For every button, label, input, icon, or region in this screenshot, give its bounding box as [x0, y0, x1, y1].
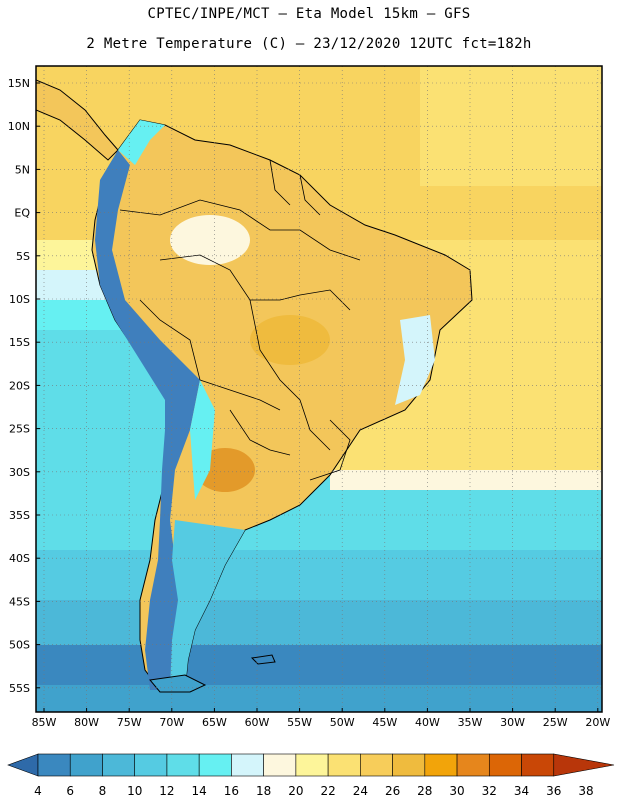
country-borders [119, 159, 361, 481]
map-area [36, 66, 602, 712]
colorbar-swatch [166, 753, 200, 777]
colorbar-label: 10 [127, 784, 142, 798]
map-subtitle: 2 Metre Temperature (C) – 23/12/2020 12U… [86, 36, 532, 52]
colorbar-label: 20 [288, 784, 303, 798]
ocean-band-south-14 [36, 490, 602, 550]
colorbar-min-arrow [7, 753, 39, 777]
lat-label: 40S [9, 552, 30, 565]
lon-label: 50W [330, 716, 355, 729]
falkland-islands [250, 654, 276, 665]
colorbar-label: 4 [34, 784, 42, 798]
colorbar-swatch [424, 753, 458, 777]
colorbar-swatch [263, 753, 297, 777]
patagonia [170, 520, 245, 690]
colorbar-swatch [231, 753, 264, 777]
colorbar-swatch [488, 753, 522, 777]
hot-zone-center [250, 315, 330, 365]
lat-label: 10N [8, 120, 30, 133]
lat-label: 5N [15, 163, 30, 176]
colorbar-label: 8 [99, 784, 107, 798]
lat-label: 50S [9, 639, 30, 652]
colorbar-swatch [295, 753, 329, 777]
colorbar-label: 38 [578, 784, 593, 798]
colorbar-label: 16 [224, 784, 239, 798]
colorbar: 4 6 8 10 12 14 16 18 20 22 24 26 28 30 32 34 36 38 [7, 753, 615, 798]
lon-label: 45W [372, 716, 397, 729]
cool-zone-amazon [170, 215, 250, 265]
colorbar-label: 32 [482, 784, 497, 798]
colorbar-label: 34 [514, 784, 529, 798]
central-america [36, 79, 119, 161]
lat-label: 35S [9, 509, 30, 522]
latitude-labels: 15N 10N 5N EQ 5S 10S 15S 20S 25S 30S 35S 40S 45S 50S 5… [8, 77, 40, 695]
ocean-band-north-east [420, 66, 602, 186]
map-title: CPTEC/INPE/MCT – Eta Model 15km – GFS [147, 6, 471, 22]
colorbar-swatch [198, 753, 232, 777]
ocean-band-south-6 [36, 645, 602, 685]
ne-brazil-cool [395, 315, 435, 405]
colorbar-label: 24 [353, 784, 368, 798]
lat-label: 5S [16, 250, 30, 263]
colorbar-swatch [37, 753, 71, 777]
colorbar-label: 26 [385, 784, 400, 798]
ocean-band-south-10 [36, 600, 602, 645]
lon-label: 70W [159, 716, 184, 729]
ocean-band-south-12 [36, 550, 602, 600]
lon-label: 75W [117, 716, 142, 729]
lon-label: 65W [202, 716, 227, 729]
lon-label: 40W [415, 716, 440, 729]
lon-label: 60W [245, 716, 270, 729]
colorbar-label: 14 [192, 784, 207, 798]
lat-label: 55S [9, 682, 30, 695]
lon-label: 25W [543, 716, 568, 729]
colorbar-label: 18 [256, 784, 271, 798]
colorbar-swatch [392, 753, 426, 777]
colorbar-swatch [521, 753, 555, 777]
lon-label: 20W [585, 716, 610, 729]
longitude-labels: 85W 80W 75W 70W 65W 60W 55W 50W 45W 40W 35W 30W 25W 2… [32, 708, 610, 729]
colorbar-label: 6 [66, 784, 74, 798]
lon-label: 35W [458, 716, 483, 729]
colorbar-swatch [360, 753, 393, 777]
andes-edge [118, 120, 215, 500]
lat-label: 10S [9, 293, 30, 306]
ocean-band-south-8 [36, 685, 602, 712]
colorbar-swatch [134, 753, 168, 777]
lon-label: 85W [32, 716, 57, 729]
lat-label: 45S [9, 595, 30, 608]
tierra-del-fuego [149, 674, 207, 693]
lon-label: 80W [74, 716, 99, 729]
colorbar-label: 36 [546, 784, 561, 798]
lat-label: EQ [14, 207, 30, 220]
colorbar-max-arrow [553, 753, 615, 777]
colorbar-label: 30 [449, 784, 464, 798]
lat-label: 25S [9, 423, 30, 436]
lon-label: 30W [500, 716, 525, 729]
colorbar-label: 22 [320, 784, 335, 798]
lat-label: 20S [9, 379, 30, 392]
colorbar-label: 28 [417, 784, 432, 798]
colorbar-swatch [327, 753, 361, 777]
colorbar-swatch [69, 753, 103, 777]
colorbar-swatch [456, 753, 490, 777]
lat-label: 30S [9, 466, 30, 479]
lat-label: 15N [8, 77, 30, 90]
colorbar-swatch [102, 753, 136, 777]
lon-label: 55W [287, 716, 312, 729]
map-frame [35, 65, 603, 713]
lat-label: 15S [9, 336, 30, 349]
colorbar-label: 12 [159, 784, 174, 798]
